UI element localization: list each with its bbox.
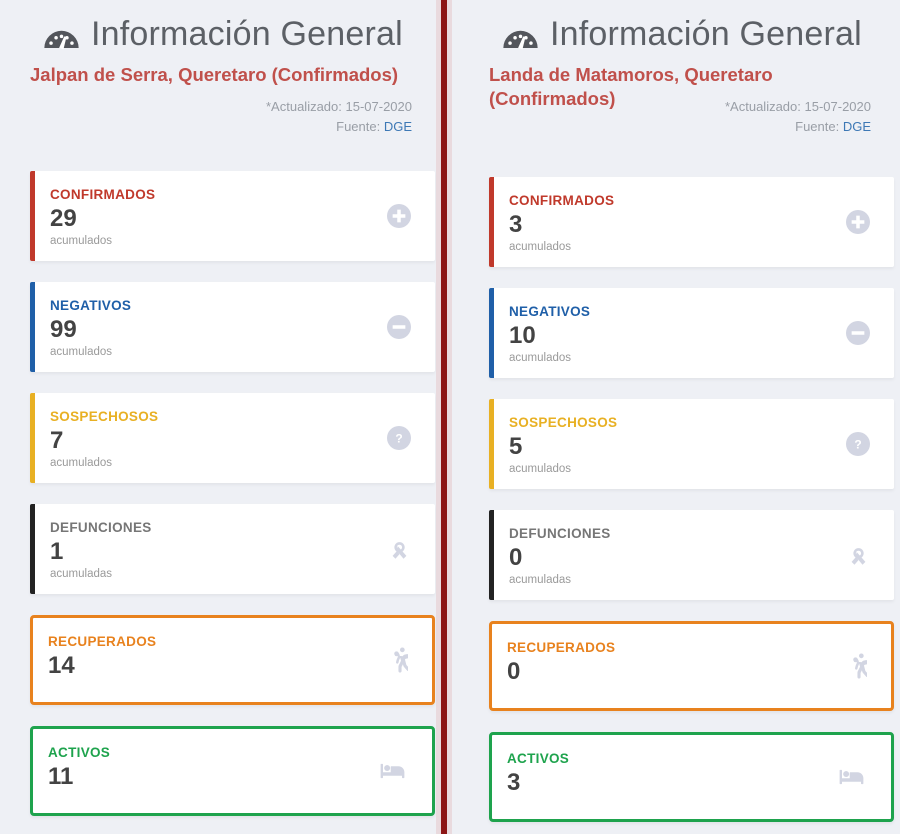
svg-text:?: ? [854, 438, 861, 452]
svg-text:?: ? [395, 432, 402, 446]
